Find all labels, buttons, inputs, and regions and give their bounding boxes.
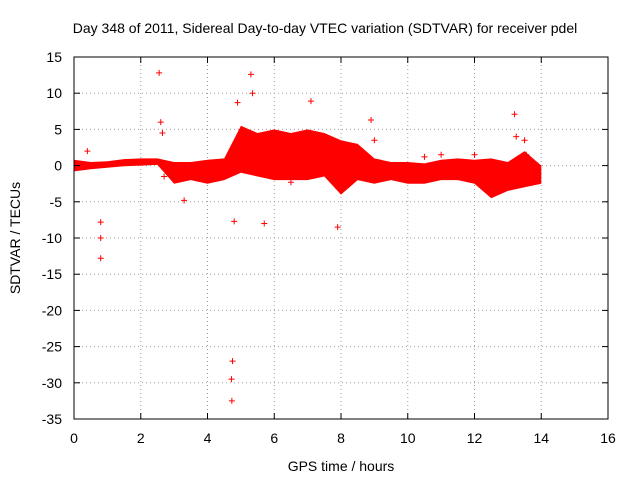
x-tick-label: 14	[533, 430, 549, 446]
data-point	[161, 173, 168, 180]
data-point	[521, 137, 528, 144]
y-tick-label: -30	[42, 375, 62, 391]
y-tick-label: -20	[42, 302, 62, 318]
x-tick-label: 0	[70, 430, 78, 446]
data-point	[231, 218, 238, 225]
data-point	[261, 220, 268, 227]
x-tick-label: 6	[270, 430, 278, 446]
y-tick-label: 10	[46, 85, 62, 101]
data-layer	[74, 69, 542, 404]
data-point	[229, 358, 236, 365]
x-tick-label: 10	[400, 430, 416, 446]
data-point	[438, 151, 445, 158]
data-point	[97, 219, 104, 226]
data-point	[371, 137, 378, 144]
y-tick-label: 15	[46, 49, 62, 65]
x-axis-label: GPS time / hours	[288, 458, 395, 474]
data-point	[368, 116, 375, 123]
data-point	[159, 130, 166, 137]
data-point	[234, 99, 241, 106]
data-point	[534, 162, 541, 169]
data-point	[157, 119, 164, 126]
y-tick-label: -35	[42, 411, 62, 427]
data-point	[84, 148, 91, 155]
data-point	[181, 197, 188, 204]
data-point	[307, 98, 314, 105]
data-point	[249, 90, 256, 97]
data-point	[247, 71, 254, 78]
data-point	[97, 255, 104, 262]
y-tick-label: 5	[54, 121, 62, 137]
x-tick-label: 4	[204, 430, 212, 446]
tick-layer: 0 2 4 6 8 10 12 14 16 15 10 5 0 -5 -10 -15 -20 -25 -30 -35	[42, 49, 616, 446]
y-tick-label: -25	[42, 339, 62, 355]
data-point	[513, 133, 520, 140]
data-point	[421, 153, 428, 160]
grid-layer	[74, 57, 608, 419]
data-point	[232, 151, 239, 158]
data-point	[228, 397, 235, 404]
y-axis-label: SDTVAR / TECUs	[7, 182, 23, 294]
data-point	[471, 151, 478, 158]
x-tick-label: 2	[137, 430, 145, 446]
data-point	[228, 376, 235, 383]
y-tick-label: -5	[50, 194, 63, 210]
data-point	[334, 224, 341, 231]
y-tick-label: -10	[42, 230, 62, 246]
chart-title: Day 348 of 2011, Sidereal Day-to-day VTE…	[73, 20, 577, 36]
x-tick-label: 16	[600, 430, 616, 446]
x-tick-label: 8	[337, 430, 345, 446]
data-point	[97, 235, 104, 241]
data-point	[156, 69, 163, 76]
data-point	[287, 179, 294, 186]
data-point	[523, 151, 530, 158]
y-tick-label: 0	[54, 158, 62, 174]
data-band	[74, 125, 542, 199]
data-point	[511, 111, 518, 118]
y-tick-label: -15	[42, 266, 62, 282]
x-tick-label: 12	[467, 430, 483, 446]
